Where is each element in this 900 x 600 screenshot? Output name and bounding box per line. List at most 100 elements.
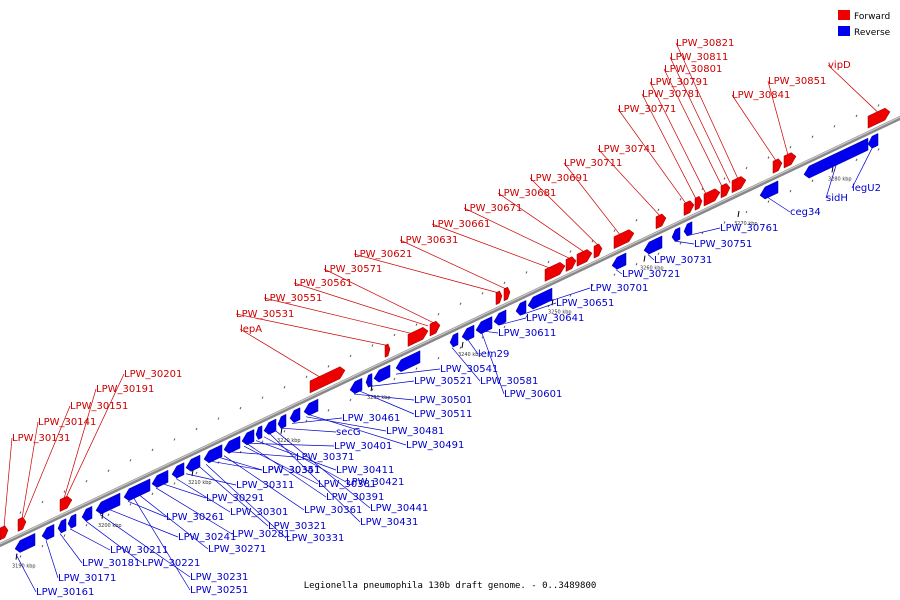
gene-label[interactable]: LPW_30221 — [142, 558, 200, 569]
gene-label[interactable]: LPW_30731 — [654, 255, 712, 266]
forward-gene[interactable] — [565, 256, 577, 272]
gene-label[interactable]: LPW_30411 — [336, 465, 394, 476]
gene-label[interactable]: LPW_30491 — [406, 440, 464, 451]
gene-label[interactable]: LPW_30391 — [326, 492, 384, 503]
gene-label[interactable]: LPW_30681 — [498, 188, 556, 199]
reverse-gene[interactable] — [611, 252, 627, 270]
gene-label[interactable]: LPW_30551 — [264, 293, 322, 304]
reverse-gene[interactable] — [461, 324, 475, 341]
gene-label[interactable]: LPW_30201 — [124, 369, 182, 380]
reverse-gene[interactable] — [759, 180, 779, 200]
reverse-gene[interactable] — [373, 364, 391, 383]
forward-gene[interactable] — [720, 183, 731, 199]
gene-label[interactable]: LPW_30241 — [178, 532, 236, 543]
gene-label[interactable]: LPW_30301 — [230, 507, 288, 518]
forward-gene[interactable] — [544, 262, 566, 282]
gene-label[interactable]: LPW_30771 — [618, 104, 676, 115]
gene-label[interactable]: LPW_30371 — [296, 452, 354, 463]
forward-gene[interactable] — [655, 213, 667, 230]
reverse-gene[interactable] — [171, 462, 185, 479]
reverse-gene[interactable] — [241, 429, 255, 446]
gene-label[interactable]: LPW_30181 — [82, 558, 140, 569]
forward-gene[interactable] — [309, 366, 346, 394]
forward-gene[interactable] — [59, 495, 73, 512]
gene-label[interactable]: LPW_30381 — [318, 479, 376, 490]
gene-label[interactable]: LPW_30271 — [208, 544, 266, 555]
forward-gene[interactable] — [495, 290, 503, 306]
gene-label[interactable]: LPW_30701 — [590, 283, 648, 294]
gene-label[interactable]: LPW_30351 — [262, 465, 320, 476]
forward-gene[interactable] — [407, 327, 429, 347]
gene-label[interactable]: LPW_30611 — [498, 328, 556, 339]
gene-label[interactable]: LPW_30361 — [304, 505, 362, 516]
forward-gene[interactable] — [576, 249, 593, 267]
reverse-gene[interactable] — [475, 316, 493, 335]
gene-label[interactable]: LPW_30421 — [346, 477, 404, 488]
reverse-gene[interactable] — [515, 300, 527, 316]
gene-label[interactable]: LPW_30621 — [354, 249, 412, 260]
forward-gene[interactable] — [703, 188, 721, 207]
forward-gene[interactable] — [17, 516, 27, 532]
gene-label[interactable]: LPW_30501 — [414, 395, 472, 406]
gene-label[interactable]: LPW_30811 — [670, 52, 728, 63]
gene-label[interactable]: LPW_30541 — [440, 364, 498, 375]
forward-gene[interactable] — [683, 200, 695, 216]
gene-label[interactable]: LPW_30801 — [664, 64, 722, 75]
reverse-gene[interactable] — [867, 133, 879, 149]
reverse-gene[interactable] — [493, 309, 507, 326]
gene-label[interactable]: LPW_30741 — [598, 144, 656, 155]
reverse-gene[interactable] — [67, 513, 77, 529]
forward-gene[interactable] — [593, 243, 603, 259]
gene-label[interactable]: lem29 — [478, 349, 509, 360]
reverse-gene[interactable] — [683, 221, 693, 237]
reverse-gene[interactable] — [527, 287, 553, 310]
gene-label[interactable]: LPW_30171 — [58, 573, 116, 584]
forward-gene[interactable] — [694, 195, 703, 211]
forward-gene[interactable] — [772, 158, 783, 174]
forward-gene[interactable] — [503, 286, 511, 302]
gene-label[interactable]: LPW_30571 — [324, 264, 382, 275]
gene-label[interactable]: LPW_30641 — [526, 313, 584, 324]
gene-label[interactable]: LPW_30151 — [70, 401, 128, 412]
reverse-gene[interactable] — [223, 435, 241, 454]
forward-gene[interactable] — [867, 107, 891, 129]
gene-label[interactable]: LPW_30291 — [206, 493, 264, 504]
gene-label[interactable]: LPW_30251 — [190, 585, 248, 596]
gene-label[interactable]: LPW_30761 — [720, 223, 778, 234]
gene-label[interactable]: LPW_30751 — [694, 239, 752, 250]
gene-label[interactable]: LPW_30691 — [530, 173, 588, 184]
reverse-gene[interactable] — [349, 377, 363, 394]
gene-label[interactable]: LPW_30401 — [334, 441, 392, 452]
reverse-gene[interactable] — [81, 505, 93, 522]
gene-label[interactable]: lepA — [240, 324, 262, 335]
gene-label[interactable]: LPW_30601 — [504, 389, 562, 400]
gene-label[interactable]: secG — [336, 427, 361, 438]
gene-label[interactable]: legU2 — [852, 183, 881, 194]
gene-label[interactable]: LPW_30791 — [650, 77, 708, 88]
gene-label[interactable]: LPW_30781 — [642, 89, 700, 100]
gene-label[interactable]: LPW_30661 — [432, 219, 490, 230]
gene-label[interactable]: LPW_30341 — [262, 465, 320, 476]
forward-gene[interactable] — [0, 525, 9, 541]
gene-label[interactable]: LPW_30631 — [400, 235, 458, 246]
gene-label[interactable]: LPW_30281 — [232, 529, 290, 540]
gene-label[interactable]: LPW_30521 — [414, 376, 472, 387]
reverse-gene[interactable] — [449, 332, 459, 348]
gene-label[interactable]: vipD — [828, 60, 851, 71]
gene-label[interactable]: LPW_30511 — [414, 409, 472, 420]
gene-label[interactable]: sidH — [826, 193, 848, 204]
gene-label[interactable]: LPW_30841 — [732, 90, 790, 101]
gene-label[interactable]: LPW_30561 — [294, 278, 352, 289]
reverse-gene[interactable] — [41, 523, 55, 541]
reverse-gene[interactable] — [365, 373, 373, 388]
gene-label[interactable]: LPW_30821 — [676, 38, 734, 49]
forward-gene[interactable] — [783, 152, 797, 169]
reverse-gene[interactable] — [151, 469, 169, 488]
reverse-gene[interactable] — [95, 492, 121, 515]
reverse-gene[interactable] — [289, 407, 301, 423]
gene-label[interactable]: LPW_30141 — [38, 417, 96, 428]
gene-label[interactable]: ceg34 — [790, 207, 821, 218]
gene-label[interactable]: LPW_30131 — [12, 433, 70, 444]
forward-gene[interactable] — [429, 320, 441, 337]
gene-label[interactable]: LPW_30851 — [768, 76, 826, 87]
